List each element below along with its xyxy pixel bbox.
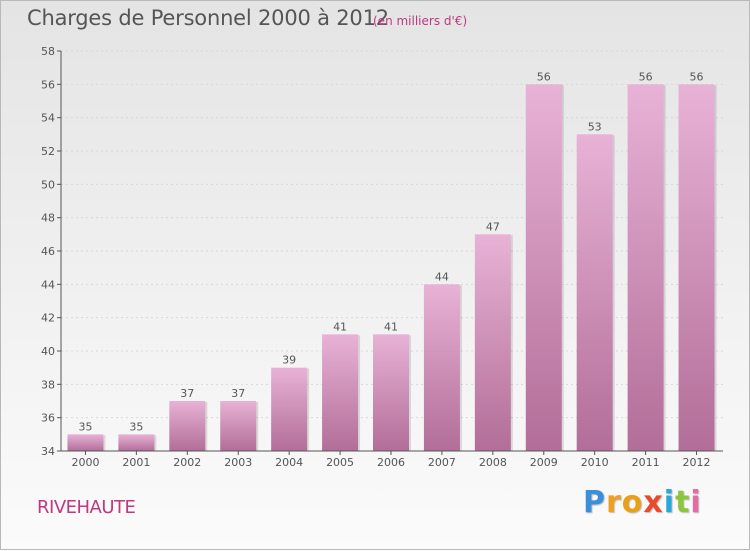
logo-letter: t xyxy=(675,485,691,520)
bar-value-label: 41 xyxy=(333,320,347,333)
x-tick-label: 2006 xyxy=(377,456,405,469)
bar-value-label: 35 xyxy=(78,420,92,433)
logo-letter: i xyxy=(663,485,676,520)
bar-value-label: 53 xyxy=(588,120,602,133)
bar-2009 xyxy=(525,84,562,451)
logo-letter: r xyxy=(606,485,622,520)
bar-value-label: 35 xyxy=(129,420,143,433)
x-tick-label: 2000 xyxy=(71,456,99,469)
y-tick-label: 54 xyxy=(41,112,55,125)
bar-2003 xyxy=(220,401,257,451)
bar-2012 xyxy=(678,84,715,451)
y-tick-label: 38 xyxy=(41,378,55,391)
bar-2010 xyxy=(576,134,613,452)
x-tick-label: 2008 xyxy=(479,456,507,469)
chart-title: Charges de Personnel 2000 à 2012 xyxy=(27,6,389,30)
y-tick-label: 56 xyxy=(41,78,55,91)
x-tick-label: 2001 xyxy=(122,456,150,469)
bar-value-label: 44 xyxy=(435,270,449,283)
bar-2011 xyxy=(627,84,664,451)
x-tick-label: 2005 xyxy=(326,456,354,469)
logo-letter: o xyxy=(621,485,644,520)
x-tick-label: 2011 xyxy=(632,456,660,469)
bar-2005 xyxy=(322,334,359,451)
y-tick-label: 48 xyxy=(41,212,55,225)
bar-value-label: 56 xyxy=(690,70,704,83)
bar-value-label: 37 xyxy=(180,387,194,400)
bar-value-label: 39 xyxy=(282,354,296,367)
bar-2000 xyxy=(67,434,104,451)
y-tick-label: 34 xyxy=(41,445,55,458)
x-tick-label: 2010 xyxy=(581,456,609,469)
place-name: RIVEHAUTE xyxy=(37,497,136,518)
bar-value-label: 37 xyxy=(231,387,245,400)
x-tick-label: 2003 xyxy=(224,456,252,469)
chart-subtitle: (en milliers d'€) xyxy=(373,14,468,28)
x-tick-label: 2007 xyxy=(428,456,456,469)
bar-value-label: 41 xyxy=(384,320,398,333)
bar-value-label: 56 xyxy=(537,70,551,83)
y-tick-label: 36 xyxy=(41,412,55,425)
logo-letter: x xyxy=(643,485,664,520)
bar-2008 xyxy=(474,234,511,451)
bar-2001 xyxy=(118,434,155,451)
bar-2004 xyxy=(271,367,308,451)
y-tick-label: 40 xyxy=(41,345,55,358)
proxiti-logo[interactable]: Proxiti xyxy=(583,485,702,520)
y-tick-label: 52 xyxy=(41,145,55,158)
y-tick-label: 58 xyxy=(41,45,55,58)
bar-2007 xyxy=(423,284,460,451)
bar-value-label: 56 xyxy=(639,70,653,83)
x-tick-label: 2002 xyxy=(173,456,201,469)
bars: 35 35 37 37 39 41 41 44 47 56 53 56 56 xyxy=(67,70,717,452)
x-tick-label: 2009 xyxy=(530,456,558,469)
logo-letter: P xyxy=(583,485,606,520)
y-tick-label: 44 xyxy=(41,278,55,291)
x-tick-label: 2004 xyxy=(275,456,303,469)
y-tick-label: 42 xyxy=(41,312,55,325)
x-tick-label: 2012 xyxy=(683,456,711,469)
y-tick-label: 50 xyxy=(41,178,55,191)
bar-2006 xyxy=(373,334,409,451)
logo-letter: i xyxy=(690,485,702,520)
bar-2002 xyxy=(169,401,206,451)
y-tick-label: 46 xyxy=(41,245,55,258)
axes: 34 36 38 40 42 44 46 48 50 52 54 56 58 2000 2001 2002 20… xyxy=(41,45,723,469)
bar-value-label: 47 xyxy=(486,220,500,233)
